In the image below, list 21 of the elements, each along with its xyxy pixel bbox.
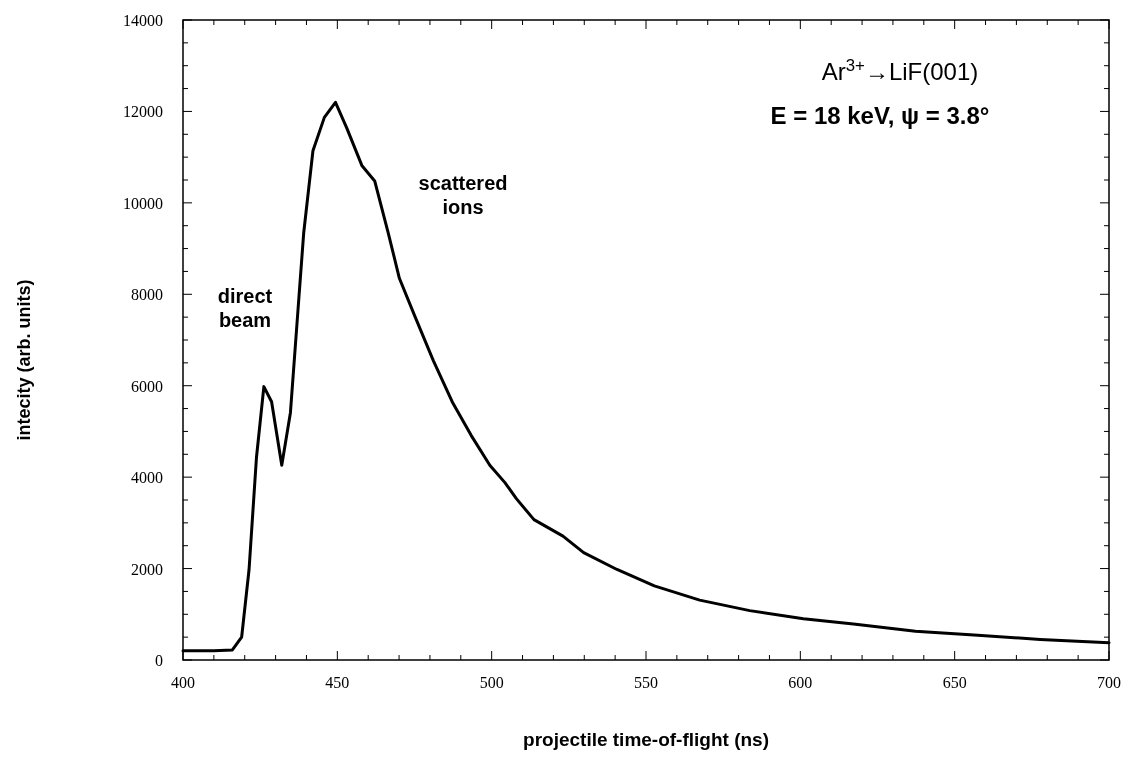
x-tick-label: 450 [325,674,350,691]
annotation: E = 18 keV, ψ = 3.8° [770,102,990,129]
y-tick-label: 14000 [123,12,163,29]
x-tick-label: 550 [634,674,658,691]
x-tick-label: 400 [171,674,195,691]
x-axis-title: projectile time-of-flight (ns) [523,729,769,750]
y-tick-label: 2000 [131,560,163,578]
y-tick-label: 10000 [123,194,163,212]
x-tick-label: 700 [1097,674,1121,691]
x-tick-label: 500 [479,674,504,691]
x-tick-label: 600 [788,674,813,691]
annotation: direct beam [217,285,273,331]
x-tick-label: 650 [942,674,967,691]
annotation: Ar$^{3+}$→LiF(001) [821,55,979,85]
y-tick-label: 8000 [131,286,163,304]
annotation: scattered ions [418,172,508,218]
y-tick-label: 0 [155,652,163,669]
y-tick-label: 6000 [131,377,163,395]
y-axis-title: intecity (arb. units) [14,279,34,441]
y-tick-label: 12000 [123,103,163,121]
y-tick-label: 4000 [131,469,163,487]
